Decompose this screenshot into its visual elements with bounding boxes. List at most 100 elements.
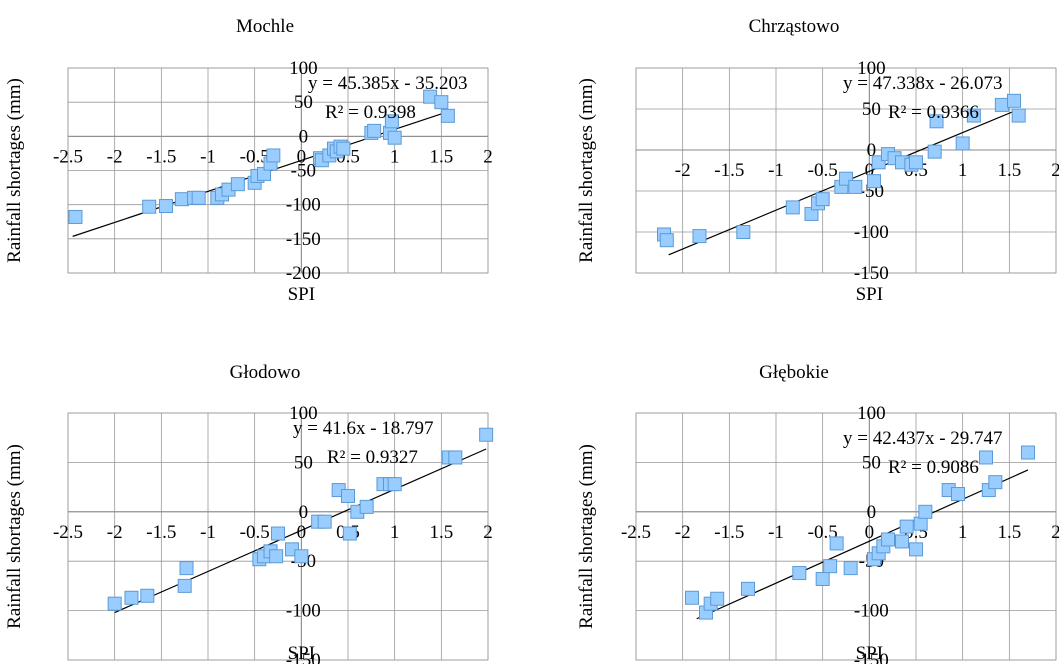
data-point [124, 590, 139, 605]
data-point [159, 199, 173, 214]
x-tick-label: -1 [768, 522, 784, 543]
x-axis-label: SPI [288, 284, 315, 305]
data-point [179, 561, 194, 576]
chart-panel-glebokie: -2.5-2-1.5-1-0.500.511.52100500-50-100-1… [529, 332, 1059, 664]
data-point [294, 549, 309, 564]
data-point [387, 477, 402, 492]
y-tick-label: 0 [299, 502, 309, 523]
x-tick-label: 0 [297, 522, 307, 543]
x-tick-label: -2.5 [53, 522, 83, 543]
y-tick-label: 100 [289, 58, 318, 79]
x-tick-label: 0 [865, 522, 875, 543]
data-point [899, 519, 914, 534]
data-point [741, 581, 755, 596]
data-point [909, 155, 923, 170]
chart-title: Chrząstowo [749, 16, 840, 37]
x-tick-label: 1 [958, 160, 968, 181]
data-point [792, 566, 807, 581]
data-point [177, 578, 192, 593]
data-point [848, 179, 863, 194]
x-tick-label: 2 [483, 522, 493, 543]
data-point [367, 123, 382, 138]
trendline-equation: y = 42.437x - 29.747 [843, 428, 1003, 449]
chart-title: Głodowo [230, 362, 301, 383]
data-point [359, 499, 374, 514]
x-tick-label: -2 [675, 160, 691, 181]
x-tick-label: 1.5 [997, 522, 1021, 543]
x-tick-label: -1.5 [714, 160, 744, 181]
x-tick-label: -2 [675, 522, 691, 543]
data-point [955, 136, 970, 151]
x-axis-label: SPI [856, 284, 883, 305]
y-tick-label: -100 [286, 195, 321, 216]
chart-panel-mochle: -2.5 -2 -1.5 -1 -0.5 0 0.5 1 1.5 2 100 50 0 -50 -100 -1… [0, 0, 530, 332]
y-tick-label: -150 [854, 263, 889, 284]
data-point [685, 590, 699, 605]
plot-border [67, 412, 489, 661]
x-tick-label: -1 [200, 522, 216, 543]
data-point [230, 177, 245, 192]
x-tick-label: 0 [865, 160, 875, 181]
data-point [736, 225, 751, 239]
data-point [994, 97, 1009, 112]
x-axis-label: SPI [288, 643, 315, 664]
data-point [710, 591, 725, 606]
chart-svg-glodowo: -2.5-2-1.5-1-0.500.511.52100500-50-100-1… [4, 362, 494, 664]
data-point [68, 209, 83, 224]
y-tick-label: -150 [286, 229, 321, 250]
x-tick-label: 1.5 [997, 160, 1021, 181]
x-tick-label: -0.5 [240, 146, 270, 167]
data-point [174, 192, 189, 207]
data-point [341, 488, 355, 503]
y-tick-label: 0 [867, 502, 877, 523]
data-point [448, 450, 463, 465]
data-point [895, 534, 909, 549]
data-point [815, 192, 830, 207]
chart-panel-chrzastowo: -2-1.5-1-0.500.511.52100500-50-100-150y … [529, 0, 1059, 332]
y-tick-label: -150 [854, 650, 889, 664]
data-point [387, 130, 402, 145]
x-tick-label: -0.5 [808, 160, 838, 181]
data-point [692, 229, 707, 244]
data-point [913, 516, 928, 531]
data-point [867, 174, 881, 189]
data-point [336, 141, 351, 156]
y-tick-label: -150 [286, 650, 321, 664]
trendline [114, 448, 487, 614]
chart-svg-chrzastowo: -2-1.5-1-0.500.511.52100500-50-100-150y … [576, 16, 1059, 305]
data-point [815, 571, 830, 586]
chart-svg-mochle: -2.5 -2 -1.5 -1 -0.5 0 0.5 1 1.5 2100500-50-100-1… [4, 16, 493, 305]
data-point [440, 108, 455, 123]
data-point [191, 190, 206, 205]
x-tick-label: -1 [768, 160, 784, 181]
x-tick-label: 1.5 [429, 146, 453, 167]
x-tick-label: -0.5 [240, 522, 270, 543]
data-point [107, 596, 122, 611]
x-tick-label: -1.5 [714, 522, 744, 543]
data-point [659, 233, 674, 248]
data-point [929, 114, 944, 129]
data-point [843, 561, 858, 576]
y-axis-label: Rainfall shortages (mm) [576, 444, 597, 629]
data-point [966, 108, 981, 123]
data-point [979, 450, 993, 465]
chart-title: Głębokie [759, 362, 829, 383]
y-axis-label: Rainfall shortages (mm) [4, 78, 25, 263]
x-axis-label: SPI [856, 643, 883, 664]
x-tick-label: 1 [390, 522, 400, 543]
x-tick-label: 2 [1051, 522, 1059, 543]
x-tick-label: -2.5 [621, 522, 651, 543]
data-point [918, 504, 933, 519]
x-tick-label: 2 [1051, 160, 1059, 181]
y-tick-label: -50 [291, 161, 316, 182]
data-point [266, 148, 281, 163]
y-tick-label: -200 [286, 263, 321, 284]
x-tick-label: -2 [107, 146, 123, 167]
data-point [829, 536, 844, 551]
trendline-equation: y = 41.6x - 18.797 [293, 418, 434, 439]
x-tick-label: -2.5 [53, 146, 83, 167]
y-tick-label: 50 [862, 99, 881, 120]
y-tick-label: -100 [854, 601, 889, 622]
trendline [696, 469, 1029, 620]
y-tick-label: 50 [294, 452, 313, 473]
